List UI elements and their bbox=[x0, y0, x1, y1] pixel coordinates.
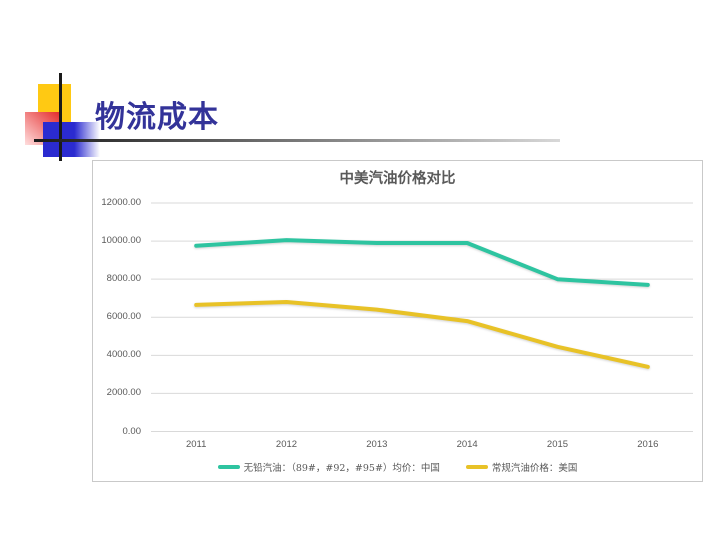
chart-legend: 无铅汽油：（89#，#92，#95#）均价：中国 常规汽油价格：美国 bbox=[93, 460, 702, 474]
legend-item-0: 无铅汽油：（89#，#92，#95#）均价：中国 bbox=[217, 460, 440, 474]
series-line-0 bbox=[194, 238, 650, 287]
y-axis-tick-label: 8000.00 bbox=[106, 273, 141, 285]
series-line-1 bbox=[194, 300, 650, 369]
x-axis-tick-label: 2012 bbox=[275, 438, 298, 450]
x-axis-tick-label: 2015 bbox=[546, 438, 569, 450]
title-underline bbox=[34, 139, 560, 142]
x-axis-tick-label: 2011 bbox=[185, 438, 207, 450]
x-axis-tick-label: 2016 bbox=[637, 438, 659, 450]
y-axis-tick-label: 12000.00 bbox=[101, 197, 141, 208]
legend-item-1: 常规汽油价格：美国 bbox=[465, 460, 578, 474]
legend-label: 常规汽油价格：美国 bbox=[491, 463, 578, 474]
slide-title: 物流成本 bbox=[95, 100, 219, 135]
y-axis-tick-label: 2000.00 bbox=[106, 387, 141, 399]
y-axis-tick-label: 10000.00 bbox=[101, 235, 141, 247]
y-axis-tick-label: 4000.00 bbox=[106, 349, 141, 361]
y-axis-tick-label: 0.00 bbox=[122, 425, 142, 437]
line-chart-plot bbox=[151, 202, 693, 432]
legend-label: 无铅汽油：（89#，#92，#95#）均价：中国 bbox=[243, 463, 440, 474]
decoration-vertical-line bbox=[59, 73, 62, 161]
chart-container: 中美汽油价格对比 12000.00 10000.00 8000.00 6000.00 4… bbox=[92, 160, 703, 482]
x-axis-tick-label: 2013 bbox=[366, 438, 388, 450]
y-axis-tick-label: 6000.00 bbox=[106, 311, 141, 323]
legend-line-swatch bbox=[465, 465, 488, 469]
x-axis-tick-label: 2014 bbox=[456, 438, 478, 450]
legend-line-swatch bbox=[217, 465, 240, 469]
chart-title: 中美汽油价格对比 bbox=[339, 170, 456, 187]
